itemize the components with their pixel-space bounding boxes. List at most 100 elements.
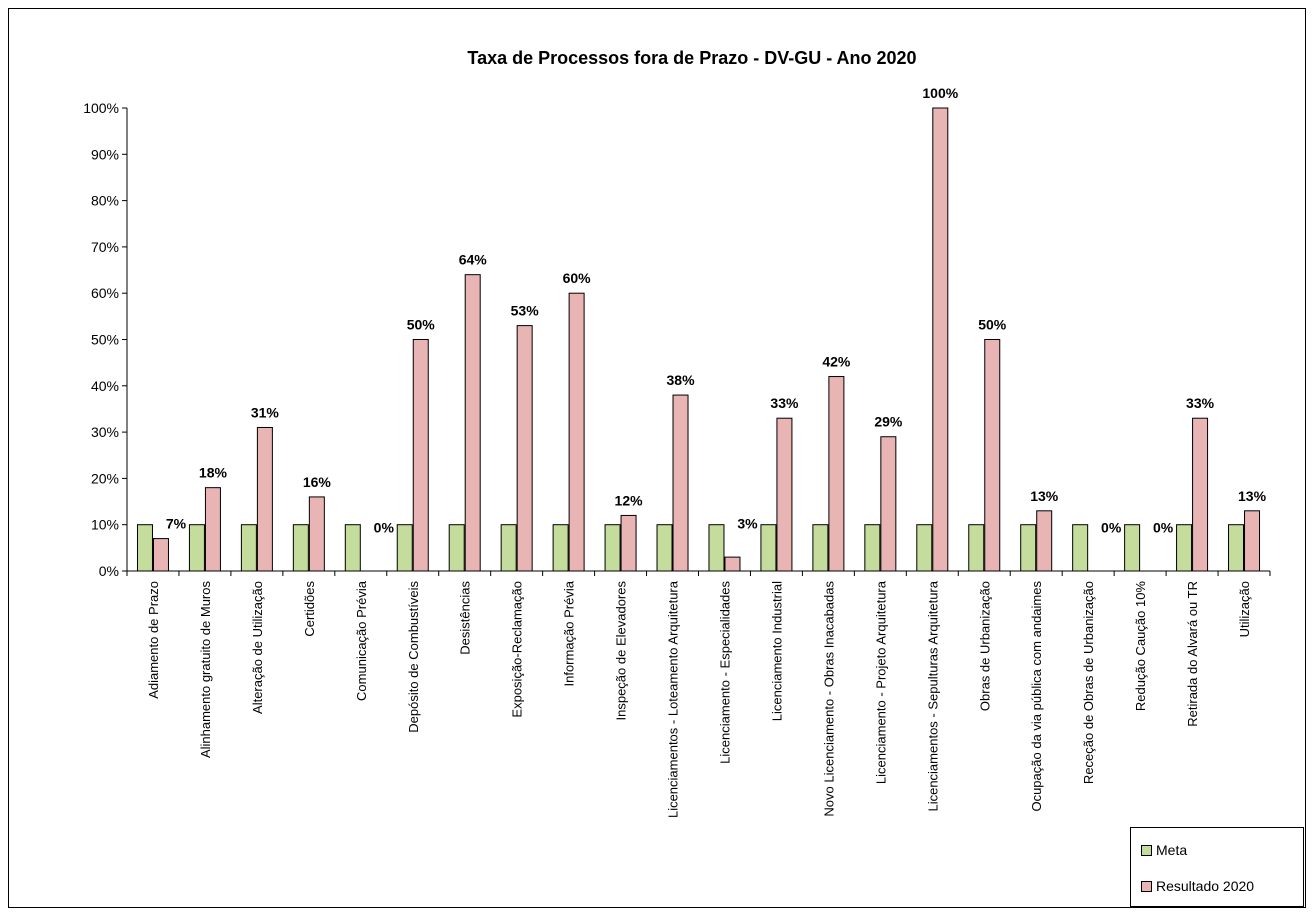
bar-resultado xyxy=(1244,510,1261,572)
data-label: 50% xyxy=(978,317,1007,333)
bar-meta xyxy=(344,524,361,572)
bar-resultado xyxy=(568,292,585,572)
legend-item-meta: Meta xyxy=(1141,842,1187,858)
legend-swatch-meta xyxy=(1141,844,1152,856)
x-tick-label: Licenciamentos - Sepulturas Arquitetura xyxy=(925,580,940,811)
x-tick-label: Retirada do Alvará ou TR xyxy=(1185,581,1200,727)
y-tick-label: 40% xyxy=(91,378,119,394)
bar-meta xyxy=(916,524,933,572)
bar-meta xyxy=(1020,524,1037,572)
bar-meta xyxy=(604,524,621,572)
data-label: 38% xyxy=(667,372,696,388)
chart-title: Taxa de Processos fora de Prazo - DV-GU … xyxy=(467,48,916,68)
x-axis: Adiamento de Prazo Alinhamento gratuito d… xyxy=(126,570,1271,818)
y-tick-label: 60% xyxy=(91,285,119,301)
bar-meta xyxy=(396,524,413,572)
y-tick-label: 50% xyxy=(91,332,119,348)
bar-meta xyxy=(1124,524,1141,572)
data-label: 0% xyxy=(1101,520,1122,536)
bar-meta xyxy=(1228,524,1245,572)
data-label: 53% xyxy=(511,303,540,319)
data-label: 33% xyxy=(1186,395,1215,411)
x-tick-label: Alinhamento gratuito de Muros xyxy=(198,581,213,759)
bar-meta xyxy=(1072,524,1089,572)
x-tick-label: Novo Licenciamento - Obras Inacabadas xyxy=(821,581,836,817)
bar-meta xyxy=(760,524,777,572)
bar-meta xyxy=(968,524,985,572)
x-tick-label: Comunicação Prévia xyxy=(354,580,369,701)
bar-resultado xyxy=(984,339,1001,572)
x-tick-label: Informação Prévia xyxy=(562,580,577,686)
x-tick-label: Licenciamentos - Loteamento Arquitetura xyxy=(666,580,681,818)
chart-frame xyxy=(8,8,1306,908)
y-tick-label: 20% xyxy=(91,470,119,486)
y-tick-label: 80% xyxy=(91,193,119,209)
x-tick-label: Depósito de Combustíveis xyxy=(406,581,421,733)
bar-resultado xyxy=(1036,510,1053,572)
bars xyxy=(136,107,1261,572)
legend-label-resultado: Resultado 2020 xyxy=(1156,878,1255,894)
bar-resultado xyxy=(412,339,429,572)
y-tick-label: 30% xyxy=(91,424,119,440)
data-label: 60% xyxy=(563,270,592,286)
y-axis: 0% 10% 20% 30% 40% 50% 60% 70% 80% 90% 100% xyxy=(83,100,128,579)
x-tick-label: Utilização xyxy=(1237,581,1252,637)
x-tick-label: Ocupação da via pública com andaimes xyxy=(1029,581,1044,812)
data-label: 12% xyxy=(615,492,644,508)
data-label: 0% xyxy=(1153,520,1174,536)
x-tick-label: Inspeção de Elevadores xyxy=(614,581,629,721)
data-labels: 7% 18% 31% 16% 0% 50% 64% 53% 60% 12% 38% 3% 33% 42% 2… xyxy=(166,85,1267,536)
x-tick-label: Certidões xyxy=(302,581,317,637)
data-label: 42% xyxy=(822,354,851,370)
bar-resultado xyxy=(828,376,845,572)
bar-resultado xyxy=(204,487,221,572)
x-tick-label: Exposição-Reclamação xyxy=(510,581,525,718)
bar-resultado xyxy=(152,538,169,572)
legend-label-meta: Meta xyxy=(1156,842,1188,858)
x-tick-label: Licenciamento - Especialidades xyxy=(717,581,732,764)
legend: Meta Resultado 2020 xyxy=(1130,827,1304,907)
y-tick-label: 100% xyxy=(83,100,119,116)
bar-resultado xyxy=(516,325,533,572)
bar-meta xyxy=(136,524,153,572)
bar-meta xyxy=(240,524,257,572)
data-label: 13% xyxy=(1238,488,1267,504)
x-tick-label: Desistências xyxy=(458,581,473,655)
bar-meta xyxy=(1176,524,1193,572)
bar-resultado xyxy=(620,514,637,572)
x-tick-label: Licenciamento - Projeto Arquitetura xyxy=(873,580,888,784)
bar-resultado xyxy=(256,426,273,572)
data-label: 31% xyxy=(251,404,280,420)
bar-resultado xyxy=(464,274,481,572)
data-label: 100% xyxy=(922,85,958,101)
bar-resultado xyxy=(776,417,793,572)
x-tick-label: Licenciamento Industrial xyxy=(769,581,784,721)
legend-swatch-resultado xyxy=(1141,880,1152,892)
bar-meta xyxy=(708,524,725,572)
x-tick-label: Alteração de Utilização xyxy=(250,581,265,714)
bar-resultado xyxy=(1192,417,1209,572)
bar-resultado xyxy=(724,556,741,572)
bar-resultado xyxy=(308,496,325,572)
bar-meta xyxy=(500,524,517,572)
data-label: 0% xyxy=(374,520,395,536)
x-tick-label: Obras de Urbanização xyxy=(977,581,992,711)
data-label: 50% xyxy=(407,317,436,333)
data-label: 64% xyxy=(459,252,488,268)
data-label: 18% xyxy=(199,465,228,481)
bar-meta xyxy=(188,524,205,572)
bar-resultado xyxy=(672,394,689,572)
y-tick-label: 70% xyxy=(91,239,119,255)
y-tick-label: 0% xyxy=(99,563,119,579)
x-tick-label: Redução Caução 10% xyxy=(1133,581,1148,712)
bar-meta xyxy=(448,524,465,572)
bar-meta xyxy=(864,524,881,572)
bar-resultado xyxy=(880,436,897,572)
data-label: 16% xyxy=(303,474,332,490)
data-label: 33% xyxy=(770,395,799,411)
y-tick-label: 90% xyxy=(91,146,119,162)
x-tick-label: Adiamento de Prazo xyxy=(146,581,161,699)
bar-meta xyxy=(656,524,673,572)
data-label: 13% xyxy=(1030,488,1059,504)
bar-resultado xyxy=(932,107,949,572)
